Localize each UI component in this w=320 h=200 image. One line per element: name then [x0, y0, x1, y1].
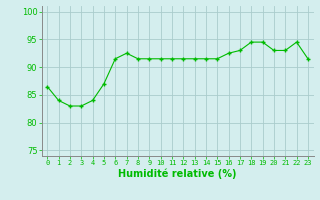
- X-axis label: Humidité relative (%): Humidité relative (%): [118, 169, 237, 179]
